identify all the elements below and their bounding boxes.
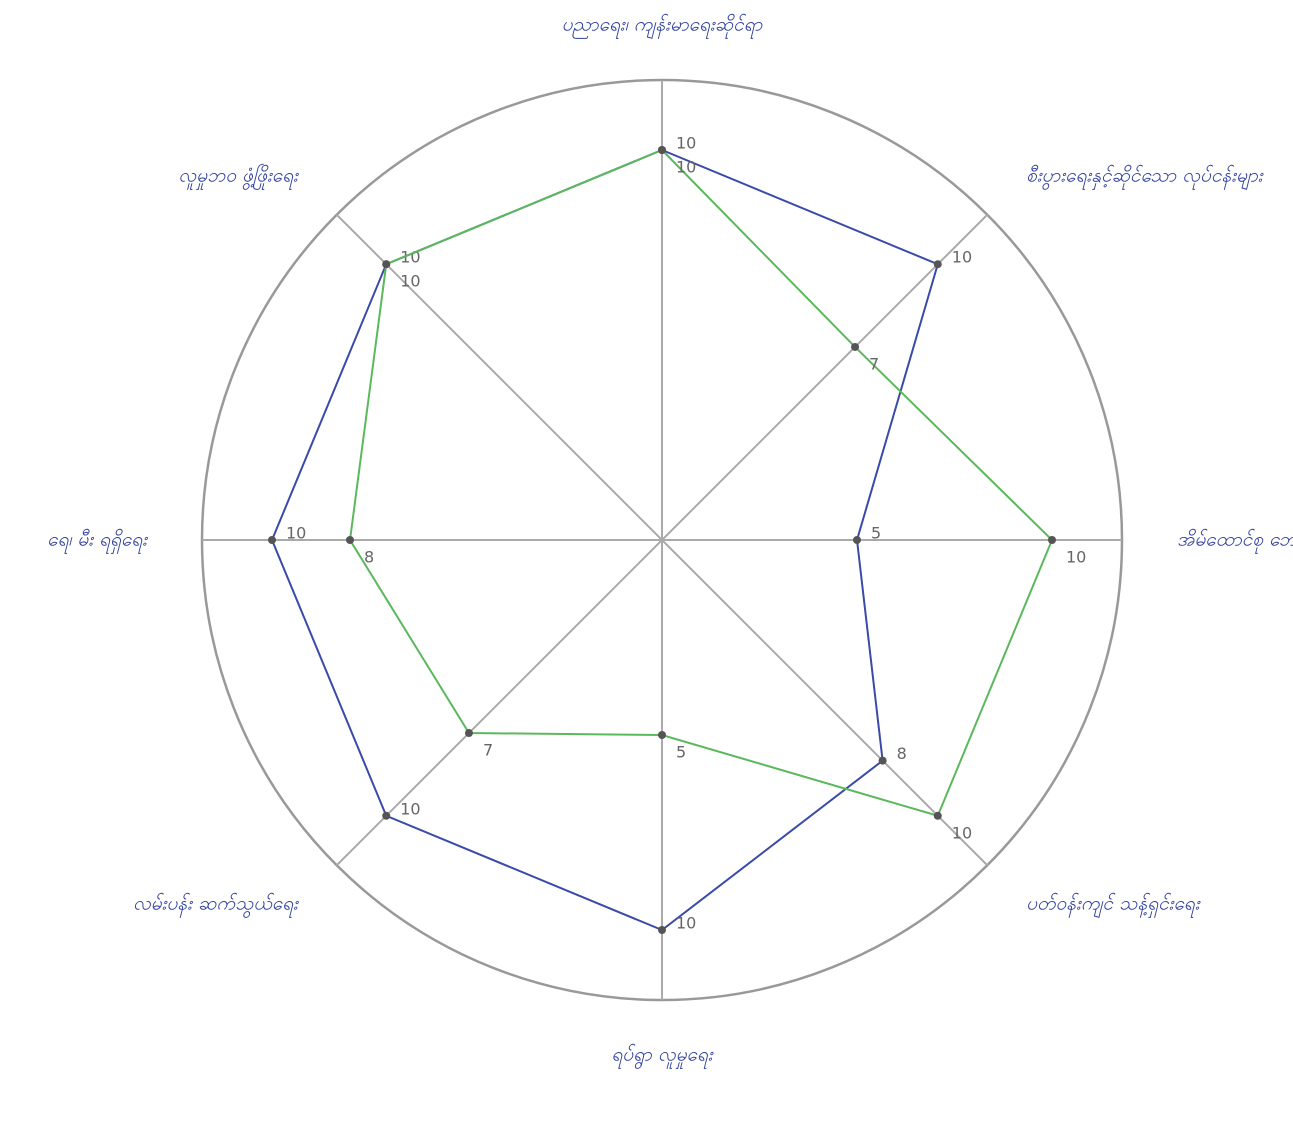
data-point — [658, 731, 666, 739]
data-point — [851, 342, 860, 351]
value-label: 10 — [952, 248, 972, 267]
value-label: 10 — [286, 524, 306, 543]
category-label: စီးပွားရေးနှင့်ဆိုင်သော လုပ်ငန်းများ — [1026, 164, 1264, 190]
data-point — [853, 536, 861, 544]
data-point — [933, 260, 942, 269]
category-label: လူမှုဘဝ ဖွံ့ဖြိုးရေး — [178, 163, 299, 190]
value-label: 10 — [400, 799, 420, 818]
category-label: လမ်းပန်း ဆက်သွယ်ရေး — [133, 893, 299, 919]
value-label: 5 — [676, 743, 686, 762]
data-point — [268, 536, 276, 544]
data-point — [658, 926, 666, 934]
axis-spoke — [661, 539, 988, 866]
value-label: 10 — [952, 823, 972, 842]
series-outline — [348, 148, 1054, 817]
value-label: 10 — [400, 272, 420, 291]
value-label: 8 — [897, 744, 907, 763]
category-label: ပညာရေး၊ ကျန်းမာရေးဆိုင်ရာ — [562, 14, 764, 40]
data-point — [382, 260, 391, 269]
category-label: ပတ်ဝန်းကျင် သန့်ရှင်းရေး — [1026, 893, 1201, 919]
data-point — [464, 729, 473, 738]
data-point — [346, 536, 354, 544]
value-label: 10 — [676, 914, 696, 933]
axis-spoke — [336, 214, 663, 541]
value-label: 7 — [869, 354, 879, 373]
value-label: 8 — [364, 548, 374, 567]
value-label: 10 — [676, 158, 696, 177]
value-label: 7 — [483, 741, 493, 760]
value-label: 10 — [1066, 548, 1086, 567]
category-label: အိမ်ထောင်စု ဘေးကင်းရေး — [1177, 529, 1293, 555]
category-label: ရေ၊ မီး ရရှိရေး — [47, 529, 148, 555]
data-point — [382, 811, 391, 820]
axis-spoke — [336, 539, 663, 866]
data-point — [1048, 536, 1056, 544]
data-point — [878, 756, 887, 765]
category-label: ရပ်ရွာ လူမှုရေး — [611, 1044, 713, 1070]
value-label: 10 — [676, 134, 696, 153]
axis-spoke — [661, 214, 988, 541]
value-label: 5 — [871, 524, 881, 543]
data-point — [658, 146, 666, 154]
data-point — [933, 811, 942, 820]
